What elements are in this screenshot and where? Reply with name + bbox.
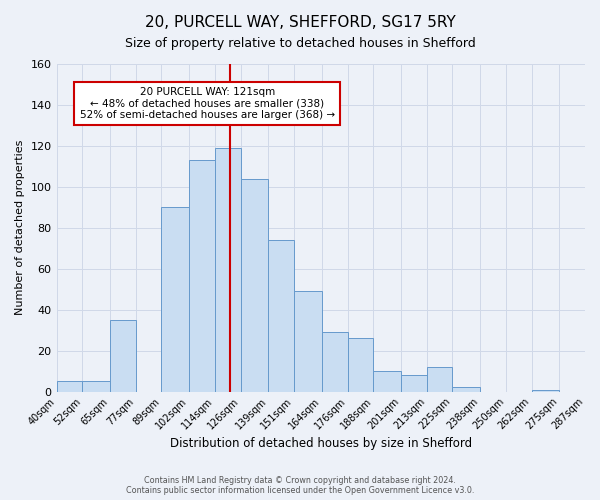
Bar — [373, 371, 401, 392]
Bar — [532, 390, 559, 392]
X-axis label: Distribution of detached houses by size in Shefford: Distribution of detached houses by size … — [170, 437, 472, 450]
Bar — [347, 338, 373, 392]
Bar — [294, 292, 322, 392]
Text: 20 PURCELL WAY: 121sqm
← 48% of detached houses are smaller (338)
52% of semi-de: 20 PURCELL WAY: 121sqm ← 48% of detached… — [80, 87, 335, 120]
Bar — [268, 240, 294, 392]
Bar — [215, 148, 241, 392]
Bar — [427, 367, 452, 392]
Bar — [82, 382, 110, 392]
Bar — [56, 382, 82, 392]
Bar — [322, 332, 347, 392]
Bar — [110, 320, 136, 392]
Y-axis label: Number of detached properties: Number of detached properties — [15, 140, 25, 316]
Text: Size of property relative to detached houses in Shefford: Size of property relative to detached ho… — [125, 38, 475, 51]
Text: Contains HM Land Registry data © Crown copyright and database right 2024.
Contai: Contains HM Land Registry data © Crown c… — [126, 476, 474, 495]
Bar — [161, 208, 189, 392]
Bar — [189, 160, 215, 392]
Bar — [401, 375, 427, 392]
Bar — [452, 388, 480, 392]
Text: 20, PURCELL WAY, SHEFFORD, SG17 5RY: 20, PURCELL WAY, SHEFFORD, SG17 5RY — [145, 15, 455, 30]
Bar — [241, 178, 268, 392]
